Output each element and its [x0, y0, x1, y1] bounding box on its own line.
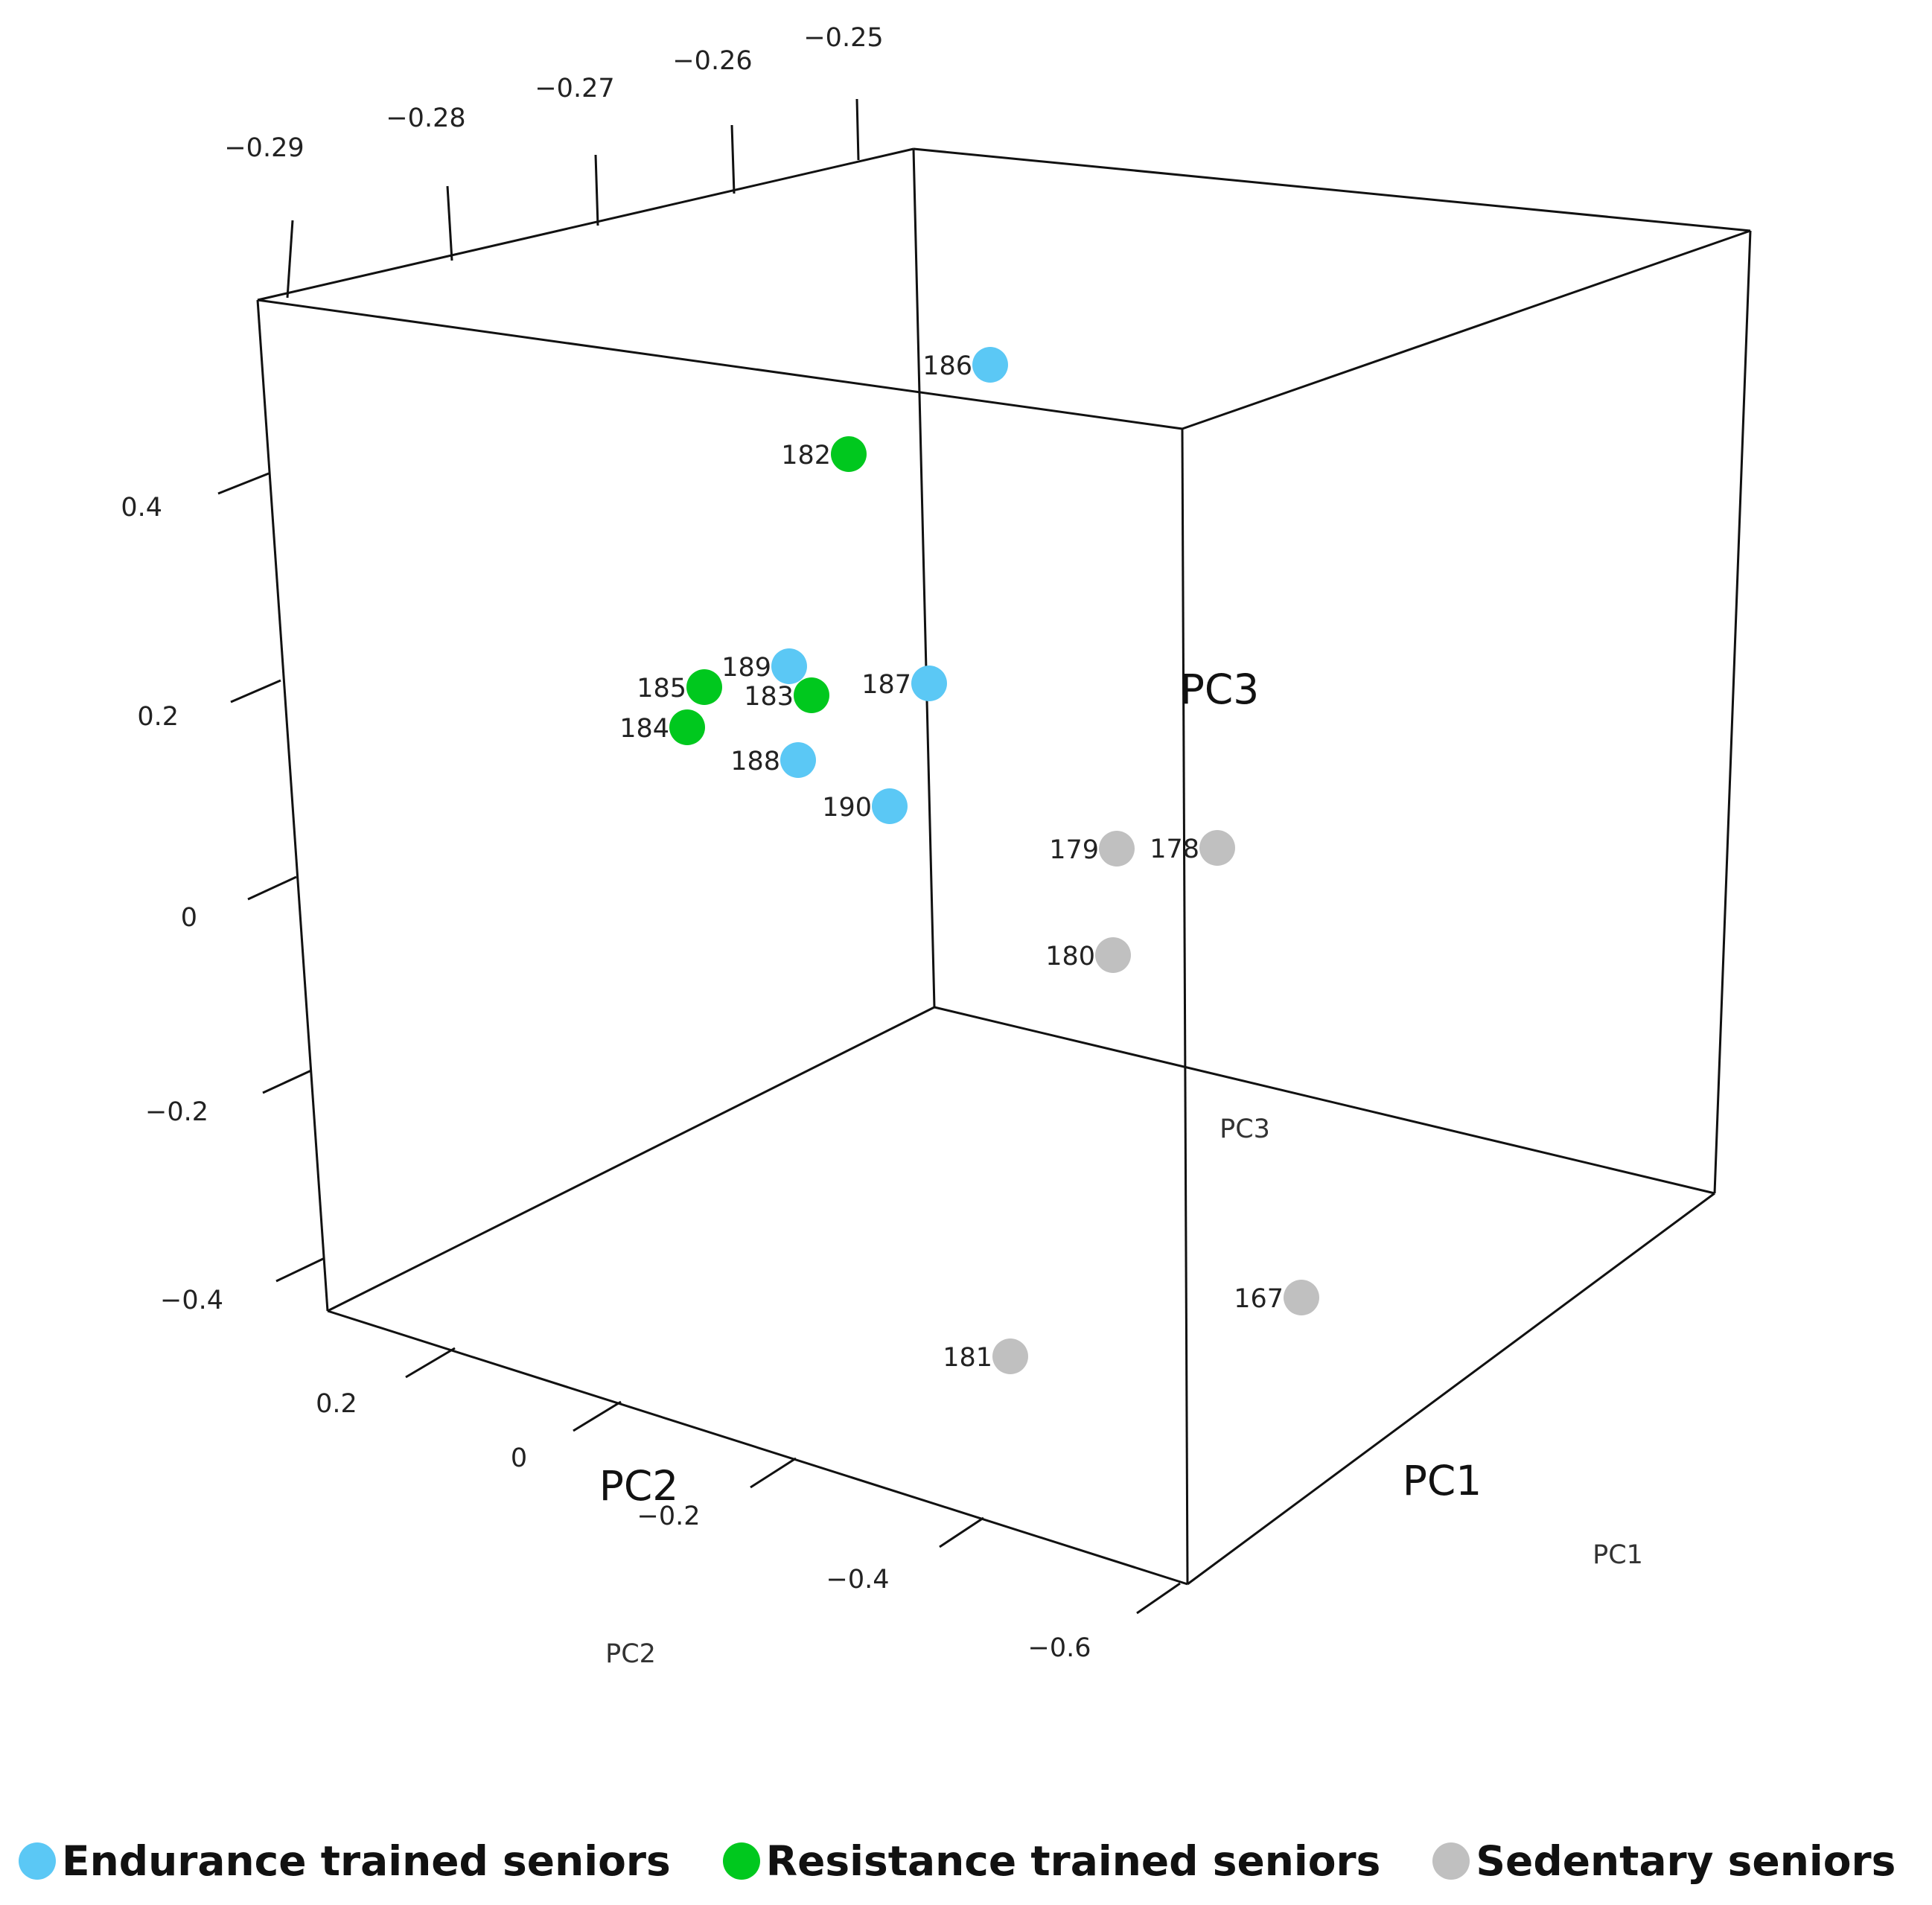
pc2-tick-label: −0.6	[1028, 1633, 1091, 1663]
data-point	[669, 709, 705, 745]
pc2-tick-labels: 0.2 0 −0.2 −0.4 −0.6	[316, 1389, 1091, 1663]
box-edge	[934, 1006, 1715, 1195]
box-edge	[913, 147, 1751, 232]
top-tick-label: −0.29	[224, 133, 304, 163]
pc3-tick-label: 0	[181, 903, 197, 933]
data-point	[771, 648, 807, 684]
pc2-axis-label: PC2	[605, 1639, 656, 1669]
top-tick	[286, 220, 294, 299]
box-edge	[327, 1309, 1188, 1586]
box-edge	[1182, 229, 1751, 430]
pc2-axis-title: PC2	[599, 1462, 679, 1510]
pc3-tick-label: −0.2	[145, 1097, 208, 1127]
tick-marks	[217, 98, 1181, 1615]
box-edge	[257, 147, 914, 301]
legend-dot-icon	[19, 1842, 56, 1880]
legend: Endurance trained seniors Resistance tra…	[19, 1831, 1925, 1891]
pc3-tick-label: 0.2	[137, 702, 179, 732]
data-point	[1199, 830, 1235, 866]
data-point	[911, 666, 947, 701]
data-point-label: 186	[922, 351, 972, 381]
legend-item-sedentary: Sedentary seniors	[1432, 1837, 1896, 1885]
pc2-tick-label: −0.4	[826, 1565, 890, 1595]
pc2-tick	[1136, 1582, 1181, 1615]
data-point-label: 180	[1045, 942, 1095, 971]
pc1-axis-label: PC1	[1593, 1540, 1643, 1570]
data-points: 186 182 189 185 183 187 184 188 190 179 …	[619, 347, 1319, 1374]
pc3-tick	[275, 1257, 325, 1283]
data-point-label: 188	[730, 747, 780, 776]
pc3-tick-label: −0.4	[160, 1286, 223, 1315]
legend-dot-icon	[1432, 1842, 1470, 1880]
pc2-tick-label: 0.2	[316, 1389, 357, 1419]
pc3-tick	[262, 1069, 312, 1094]
data-point-label: 190	[822, 793, 872, 823]
legend-item-resistance: Resistance trained seniors	[722, 1837, 1381, 1885]
pc3-tick	[247, 875, 297, 901]
data-point	[686, 669, 722, 705]
data-point-label: 178	[1150, 835, 1199, 864]
box-edge	[1181, 428, 1189, 1585]
top-tick-labels: −0.29 −0.28 −0.27 −0.26 −0.25	[224, 23, 883, 163]
data-point-label: 167	[1234, 1284, 1284, 1314]
top-tick-label: −0.28	[386, 103, 465, 133]
data-point	[972, 347, 1008, 383]
box-edge	[1187, 1192, 1715, 1586]
data-point	[831, 436, 867, 472]
data-point	[992, 1338, 1028, 1374]
pc3-tick	[217, 472, 270, 495]
data-point-label: 183	[744, 682, 794, 712]
pc2-tick-label: −0.2	[637, 1502, 701, 1531]
data-point-label: 182	[781, 441, 831, 470]
data-point	[872, 788, 908, 824]
data-point	[1095, 937, 1131, 973]
pc3-tick	[230, 679, 281, 703]
data-point	[794, 677, 829, 713]
pc3-tick-labels: 0.4 0.2 0 −0.2 −0.4	[121, 493, 223, 1315]
data-point	[1099, 831, 1135, 867]
data-point-label: 184	[619, 714, 669, 744]
legend-label: Endurance trained seniors	[62, 1837, 671, 1885]
top-tick-label: −0.26	[672, 46, 752, 76]
data-point-label: 187	[861, 670, 911, 700]
data-point	[780, 742, 816, 778]
top-tick	[855, 98, 860, 161]
pc2-tick	[939, 1516, 984, 1548]
data-point-label: 185	[637, 674, 686, 703]
pc2-tick	[573, 1400, 622, 1432]
legend-dot-icon	[722, 1842, 760, 1880]
top-tick-label: −0.27	[535, 74, 614, 103]
pc2-tick-label: 0	[511, 1443, 527, 1473]
legend-item-endurance: Endurance trained seniors	[19, 1837, 671, 1885]
top-tick	[594, 154, 599, 226]
legend-label: Sedentary seniors	[1476, 1837, 1896, 1885]
box-edge	[327, 1006, 935, 1312]
pc2-tick	[750, 1457, 797, 1489]
pca-3d-scatter: −0.29 −0.28 −0.27 −0.26 −0.25 0.4 0.2 0 …	[121, 23, 1752, 1669]
top-tick-label: −0.25	[803, 23, 883, 53]
top-tick	[730, 124, 736, 194]
data-point-label: 189	[721, 653, 771, 683]
box-edge	[912, 148, 936, 1008]
pc3-axis-title: PC3	[1180, 666, 1260, 713]
data-point-label: 181	[943, 1343, 992, 1373]
box-edge	[257, 299, 1183, 430]
data-point-label: 179	[1049, 835, 1099, 865]
legend-label: Resistance trained seniors	[765, 1837, 1381, 1885]
pc2-tick	[405, 1347, 456, 1379]
box-edge	[1713, 230, 1752, 1194]
pc3-tick-label: 0.4	[121, 493, 162, 523]
pc3-axis-label: PC3	[1220, 1114, 1270, 1144]
box-edge	[256, 299, 329, 1312]
top-tick	[446, 185, 453, 261]
pc1-axis-title: PC1	[1403, 1457, 1482, 1504]
bounding-box	[256, 147, 1752, 1586]
data-point	[1284, 1280, 1319, 1315]
